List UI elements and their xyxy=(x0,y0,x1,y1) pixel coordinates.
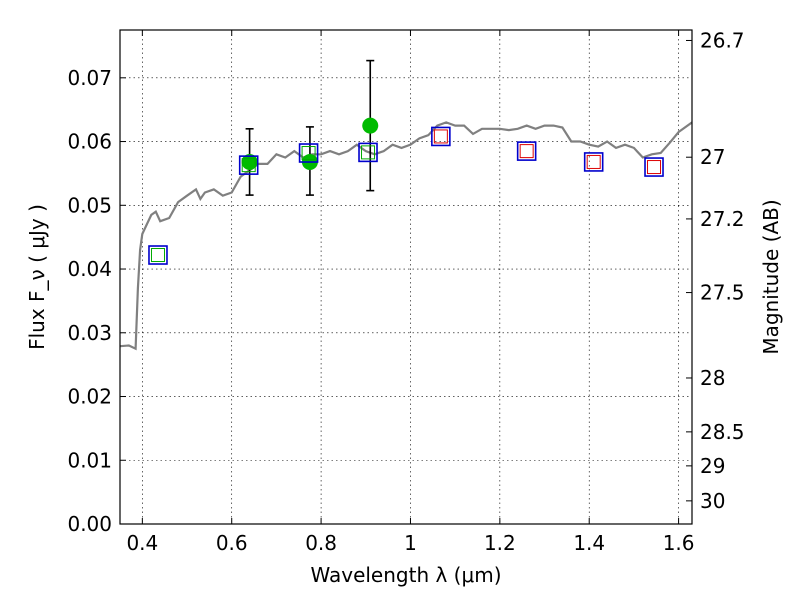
y-tick-label: 0.05 xyxy=(67,193,112,217)
x-tick-label: 0.6 xyxy=(216,531,248,555)
spectrum-layer xyxy=(120,121,692,351)
x-tick-label: 0.4 xyxy=(126,531,158,555)
x-axis-label: Wavelength λ (μm) xyxy=(310,563,501,587)
model-point-inner xyxy=(301,146,316,161)
y-tick-label: 0.00 xyxy=(67,512,112,536)
x-tick-label: 1 xyxy=(404,531,417,555)
model-point-inner xyxy=(361,145,376,160)
y-tick-label: 0.02 xyxy=(67,385,112,409)
y-tick-label: 0.07 xyxy=(67,66,112,90)
right-tick-label: 30 xyxy=(700,489,725,513)
right-axis-label: Magnitude (AB) xyxy=(759,199,783,354)
x-tick-label: 1.4 xyxy=(573,531,605,555)
model-point-outer xyxy=(148,245,168,265)
right-tick-label: 28.5 xyxy=(700,420,745,444)
grid xyxy=(120,30,692,524)
model-point-inner xyxy=(647,160,662,175)
model-point-outer xyxy=(431,126,451,147)
model-point-inner xyxy=(241,158,256,173)
model-point-outer xyxy=(516,141,537,161)
x-tick-label: 0.8 xyxy=(305,531,337,555)
plot-frame xyxy=(119,29,693,525)
model-point-outer xyxy=(298,143,319,163)
observed-point xyxy=(241,153,258,170)
right-tick-label: 27.5 xyxy=(700,281,745,305)
model-point-outer xyxy=(358,142,378,163)
right-tick-label: 28 xyxy=(700,366,725,390)
right-tick-label: 27.2 xyxy=(700,207,745,231)
y-axis-label: Flux F_ν ( μJy ) xyxy=(25,204,49,350)
marker-layer xyxy=(148,59,664,265)
model-point-outer xyxy=(583,152,604,172)
right-tick-label: 29 xyxy=(700,454,725,478)
model-point-inner xyxy=(519,144,534,159)
model-point-inner xyxy=(150,248,165,263)
right-tick-label: 26.7 xyxy=(700,28,745,52)
tick-layer: 0.4 0.6 0.8 1 1.2 1.4 1.6 0.00 0.01 0.02 0.03 0.04 0… xyxy=(67,28,744,555)
model-point-outer xyxy=(644,157,664,177)
y-tick-label: 0.01 xyxy=(67,448,112,472)
y-tick-label: 0.03 xyxy=(67,321,112,345)
y-tick-label: 0.06 xyxy=(67,130,112,154)
model-point-outer xyxy=(238,155,259,175)
x-tick-label: 1.2 xyxy=(484,531,516,555)
model-point-inner xyxy=(586,154,601,169)
observed-point xyxy=(362,117,379,134)
right-tick-label: 27 xyxy=(700,145,725,169)
spectrum-line xyxy=(120,121,692,351)
model-point-inner xyxy=(433,129,448,144)
x-tick-label: 1.6 xyxy=(663,531,695,555)
y-tick-label: 0.04 xyxy=(67,257,112,281)
